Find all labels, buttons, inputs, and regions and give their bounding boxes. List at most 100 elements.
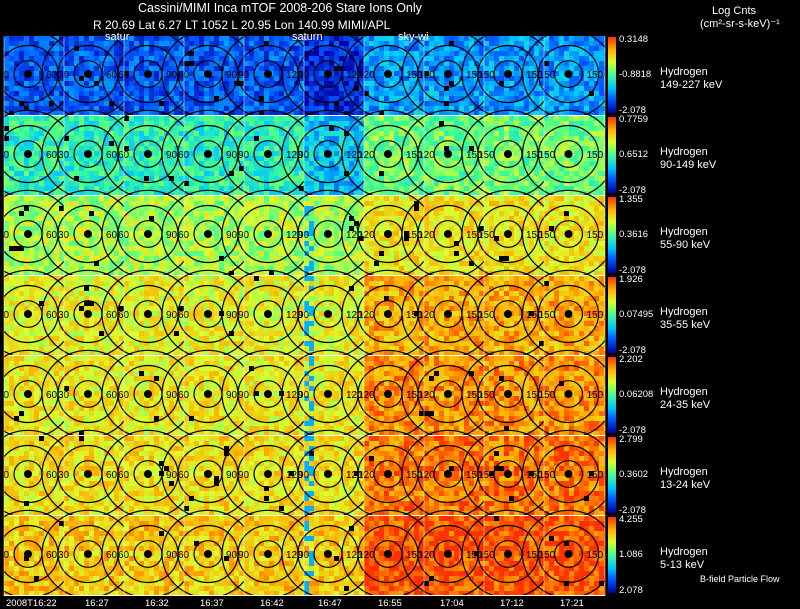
colorbar-max-label: 1.355 [619,194,643,205]
saturn-position-marker [24,470,32,478]
contour-label: 150 [526,550,543,561]
saturn-position-marker [504,310,512,318]
contour-label: 150 [587,70,604,81]
contour-label: 150 [587,310,604,321]
colorbar-mid-label: 1.086 [619,549,643,560]
contour-line [553,540,584,568]
saturn-position-marker [504,550,512,558]
time-tick-label: 16:32 [145,598,169,609]
contour-label: 90 [226,550,238,561]
saturn-position-marker [324,70,332,78]
contour-label: 120 [346,230,363,241]
colorbar-min-label: -2.078 [619,425,646,436]
time-tick-label: 16:42 [260,598,284,609]
contour-label: 150 [478,470,495,481]
colorbar-mid-label: -0.8818 [619,69,652,80]
contour-label: 120 [346,390,363,401]
contour-line [537,124,600,184]
contour-label: 120 [418,310,435,321]
contour-label: 150 [526,150,543,161]
contour-label: 60 [46,70,58,81]
colorbar-max-label: 0.7759 [619,114,649,125]
contour-label: 90 [166,470,178,481]
contour-line [553,140,584,168]
units-label: Log Cnts [712,5,757,17]
contour-label: 60 [106,230,118,241]
contour-label: 150 [539,310,556,321]
contour-label: 90 [226,310,238,321]
colorbar-max-label: 0.3148 [619,34,649,45]
contour-label: 90 [226,230,238,241]
contour-line [537,44,600,104]
saturn-position-marker [444,550,452,558]
contour-label: 150 [539,550,556,561]
contour-label: 120 [418,390,435,401]
contour-label: 150 [466,470,483,481]
contour-label: 30 [0,230,10,241]
contour-label: 120 [286,470,303,481]
saturn-position-marker [564,470,573,478]
saturn-position-marker [444,150,452,158]
saturn-position-marker [324,470,332,478]
colorbar-mid-label: 0.3602 [619,469,649,480]
contour-label: 150 [466,550,483,561]
contour-label: 150 [539,390,556,401]
colorbar-mid-label: 0.07495 [619,309,654,320]
saturn-position-marker [504,390,512,398]
saturn-position-marker [444,230,452,238]
flow-legend-label: B-field Particle Flow [700,574,780,584]
contour-label: 120 [286,390,303,401]
colorbar-min-label: 2.078 [619,585,643,596]
contour-label: 90 [166,390,178,401]
contour-label: 150 [406,470,423,481]
saturn-position-marker [504,230,512,238]
contour-label: 30 [0,310,10,321]
saturn-position-marker [144,150,152,158]
saturn-position-marker [144,310,152,318]
contour-label: 120 [346,70,363,81]
contour-label: 150 [526,390,543,401]
contour-line [553,460,584,488]
contour-label: 90 [226,70,238,81]
contour-label: 120 [358,550,375,561]
contour-label: 90 [226,150,238,161]
saturn-position-marker [564,390,573,398]
saturn-position-marker [504,150,512,158]
contour-label: 150 [466,310,483,321]
saturn-position-marker [384,150,392,158]
saturn-position-marker [144,70,152,78]
colorbar-mid-label: 0.06208 [619,389,654,400]
species-label: Hydrogen [660,306,708,318]
saturn-position-marker [564,310,573,318]
colorbar-min-label: -2.078 [619,105,646,116]
contour-label: 120 [346,150,363,161]
contour-label: 150 [478,70,495,81]
contour-label: 30 [0,390,10,401]
contour-label: 150 [539,150,556,161]
contour-label: 90 [166,310,178,321]
saturn-position-marker [264,70,272,78]
saturn-position-marker [204,230,212,238]
contour-label: 90 [166,550,178,561]
saturn-marker-label: saturn [292,31,323,43]
saturn-position-marker [84,390,92,398]
sky-window-marker-label: sky-wi [398,31,429,43]
saturn-position-marker [324,390,332,398]
colorbar-min-label: -2.078 [619,505,646,516]
contour-label: 60 [46,230,58,241]
contour-label: 150 [587,550,604,561]
colorbar-max-label: 2.799 [619,434,643,445]
contour-label: 60 [46,550,58,561]
saturn-position-marker [324,550,332,558]
contour-line [537,364,600,424]
contour-label: 60 [46,150,58,161]
saturn-position-marker [144,470,152,478]
saturn-position-marker [324,230,332,238]
saturn-position-marker [444,470,452,478]
saturn-position-marker [84,470,92,478]
saturn-position-marker [84,550,92,558]
contour-label: 120 [346,310,363,321]
saturn-position-marker [324,310,332,318]
